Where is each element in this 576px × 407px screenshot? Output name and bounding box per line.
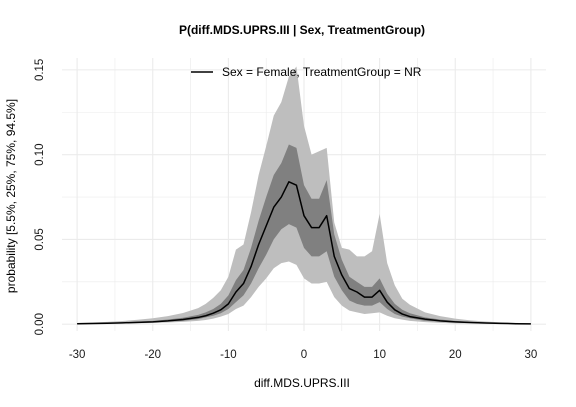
y-axis-label: probability [5.5%, 25%, 75%, 94.5%] xyxy=(4,99,18,293)
y-tick-label: 0.10 xyxy=(34,143,46,165)
x-tick-label: -30 xyxy=(69,349,86,361)
x-tick-label: 0 xyxy=(301,349,307,361)
grid xyxy=(62,58,546,331)
legend: Sex = Female, TreatmentGroup = NR xyxy=(191,65,422,79)
bands xyxy=(77,66,531,325)
legend-label: Sex = Female, TreatmentGroup = NR xyxy=(222,65,422,79)
median-line xyxy=(77,181,531,325)
y-tick-label: 0.05 xyxy=(34,228,46,250)
y-axis-ticks: 0.00 0.05 0.10 0.15 xyxy=(34,59,46,336)
x-tick-label: -10 xyxy=(220,349,237,361)
x-tick-label: -20 xyxy=(144,349,161,361)
y-tick-label: 0.15 xyxy=(34,59,46,81)
x-axis-label: diff.MDS.UPRS.III xyxy=(254,376,350,390)
band-inner-25-75 xyxy=(77,144,531,325)
x-axis-ticks: -30 -20 -10 0 10 20 30 xyxy=(69,349,537,361)
x-tick-label: 30 xyxy=(524,349,537,361)
y-tick-label: 0.00 xyxy=(34,313,46,335)
x-tick-label: 10 xyxy=(373,349,386,361)
chart-title: P(diff.MDS.UPRS.III | Sex, TreatmentGrou… xyxy=(179,23,425,37)
lines xyxy=(77,181,531,325)
x-tick-label: 20 xyxy=(449,349,462,361)
